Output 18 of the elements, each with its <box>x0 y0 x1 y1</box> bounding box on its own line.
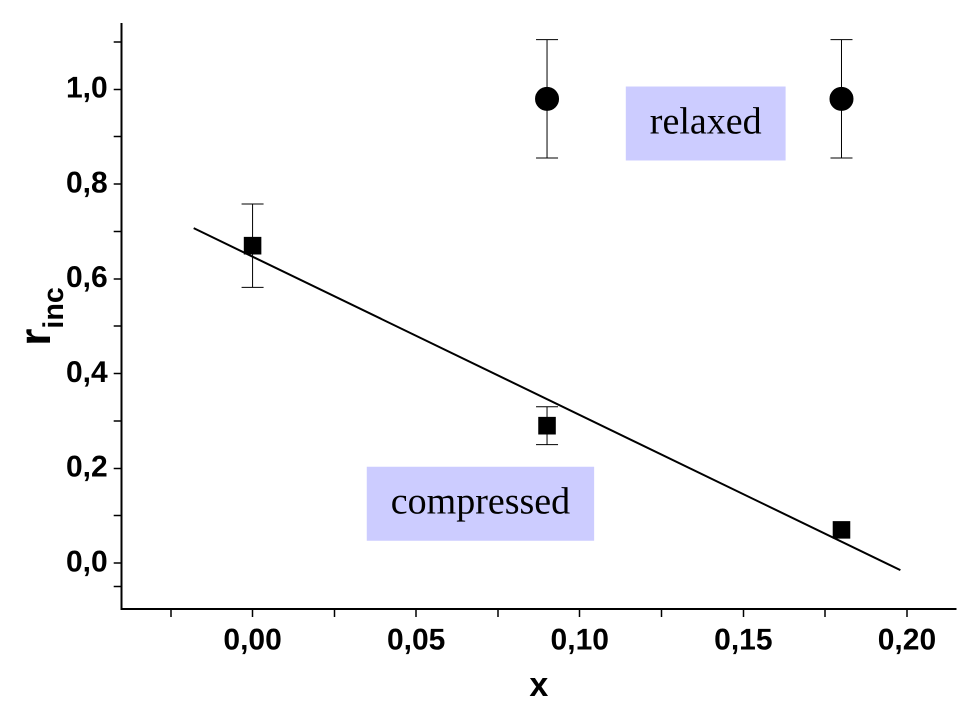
point <box>829 86 854 111</box>
x-tick-label: 0,15 <box>714 623 773 656</box>
y-tick-label: 0,2 <box>66 450 108 484</box>
x-axis-title: x <box>529 666 548 704</box>
point <box>538 416 556 434</box>
point <box>244 236 262 254</box>
x-tick-label: 0,05 <box>386 623 446 656</box>
y-tick-label: 0,0 <box>66 545 108 578</box>
annotation: relaxed <box>650 100 762 142</box>
y-tick-label: 0,4 <box>66 356 108 389</box>
annotation: compressed <box>390 480 570 523</box>
x-tick-label: 0,00 <box>223 623 282 656</box>
x-tick-label: 0,10 <box>550 623 609 656</box>
y-tick-label: 0,8 <box>66 166 108 200</box>
point <box>535 86 560 111</box>
y-tick-label: 1,0 <box>66 72 108 105</box>
x-tick-label: 0,20 <box>878 623 936 656</box>
point <box>832 521 850 539</box>
